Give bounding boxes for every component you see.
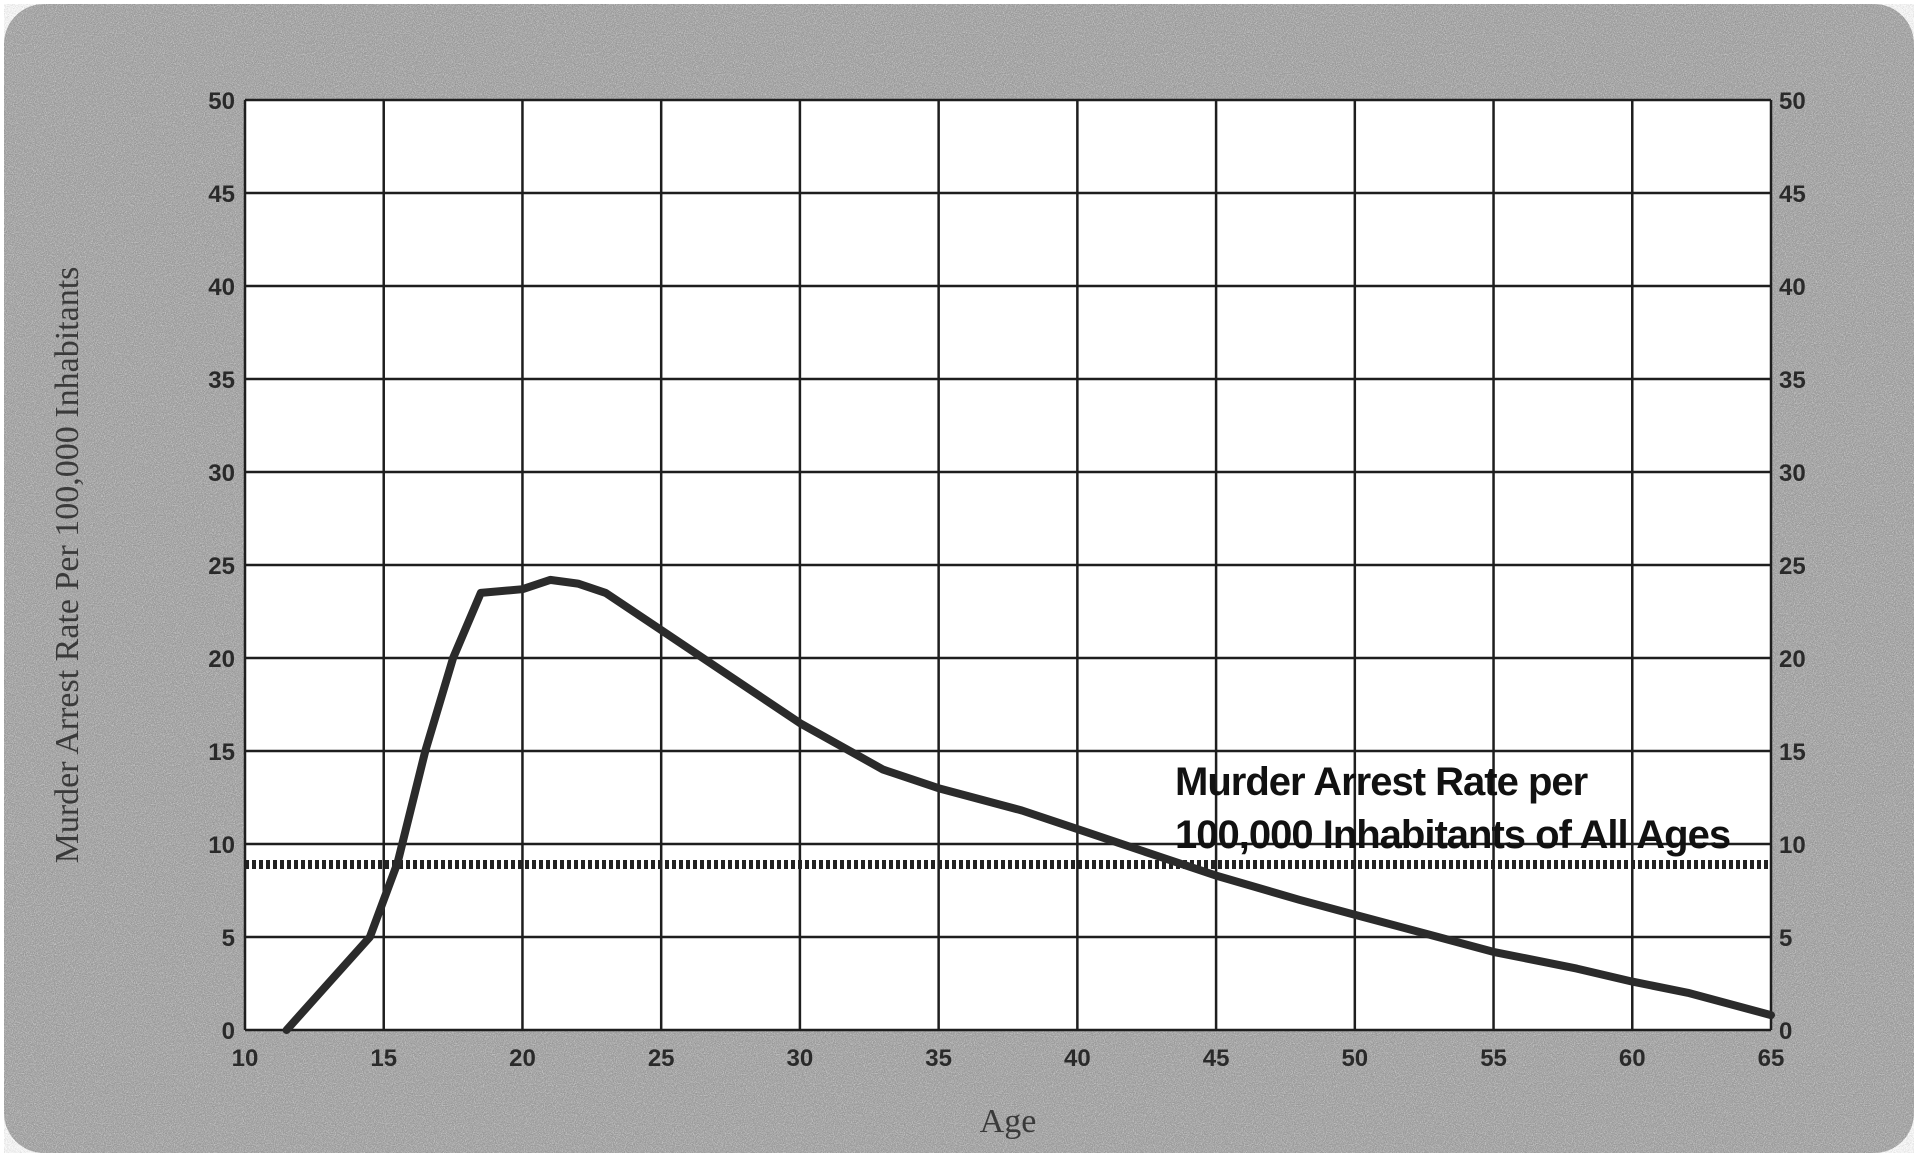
y-tick-label-right-50: 50 [1779,88,1806,115]
y-tick-label-right-35: 35 [1779,367,1806,394]
x-tick-label-35: 35 [925,1045,952,1072]
y-tick-label-left-30: 30 [208,460,235,487]
data-point-58 [1573,965,1580,972]
data-point-20 [519,586,526,593]
y-tick-label-right-40: 40 [1779,274,1806,301]
x-tick-label-50: 50 [1341,1045,1368,1072]
y-tick-label-right-20: 20 [1779,646,1806,673]
data-point-53 [1435,934,1442,940]
x-tick-label-20: 20 [509,1045,536,1072]
y-tick-label-left-0: 0 [222,1018,235,1045]
x-axis-title: Age [980,1103,1037,1140]
y-tick-label-left-50: 50 [208,88,235,115]
data-point-13 [325,980,332,987]
y-tick-label-right-10: 10 [1779,832,1806,859]
data-point-33 [880,766,887,773]
data-point-21 [547,576,554,583]
data-point-35 [935,785,942,792]
x-tick-label-65: 65 [1758,1045,1785,1072]
x-tick-label-15: 15 [370,1045,397,1072]
x-tick-label-55: 55 [1480,1045,1507,1072]
data-point-15.5 [394,859,401,866]
y-tick-label-right-45: 45 [1779,181,1806,208]
y-tick-label-left-10: 10 [208,832,235,859]
data-point-23 [602,589,609,596]
x-tick-label-25: 25 [648,1045,675,1072]
data-point-45 [1213,872,1220,879]
y-tick-label-right-0: 0 [1779,1018,1792,1045]
data-point-18.5 [477,589,484,596]
x-tick-label-40: 40 [1064,1045,1091,1072]
data-point-16.5 [422,748,429,754]
data-point-62 [1684,989,1691,996]
x-tick-label-60: 60 [1619,1045,1646,1072]
annotation-line-1: Murder Arrest Rate per [1175,760,1588,804]
y-axis-title: Murder Arrest Rate Per 100,000 Inhabitan… [49,267,86,864]
series-group [282,575,1775,1034]
data-point-65 [1768,1012,1774,1019]
data-point-55 [1490,948,1497,955]
data-point-38 [1018,807,1025,814]
x-tick-label-10: 10 [232,1045,259,1072]
y-tick-label-left-40: 40 [208,274,235,301]
data-point-27 [713,664,720,671]
data-point-11.5 [283,1027,290,1033]
y-tick-label-left-35: 35 [208,367,235,394]
data-point-48 [1296,896,1303,903]
data-point-14.5 [366,934,373,940]
y-tick-label-left-25: 25 [208,553,235,580]
data-point-60 [1629,978,1636,985]
y-tick-label-right-5: 5 [1779,925,1792,952]
data-point-25 [658,627,665,634]
data-point-50 [1351,911,1358,918]
data-point-30 [796,720,803,727]
y-tick-label-left-15: 15 [208,739,235,766]
data-point-40 [1074,826,1081,833]
series-line-0 [282,575,1775,1034]
grid-horizontal [245,98,1771,1032]
x-tick-label-30: 30 [787,1045,814,1072]
data-point-17.5 [450,655,457,661]
y-tick-label-left-45: 45 [208,181,235,208]
y-tick-label-left-20: 20 [208,646,235,673]
annotation-line-2: 100,000 Inhabitants of All Ages [1175,813,1730,857]
data-point-22 [574,580,581,587]
y-tick-label-right-30: 30 [1779,460,1806,487]
x-tick-label-45: 45 [1203,1045,1230,1072]
y-tick-label-right-25: 25 [1779,553,1806,580]
data-point-43 [1157,854,1164,861]
y-tick-label-right-15: 15 [1779,739,1806,766]
y-tick-label-left-5: 5 [222,925,235,952]
